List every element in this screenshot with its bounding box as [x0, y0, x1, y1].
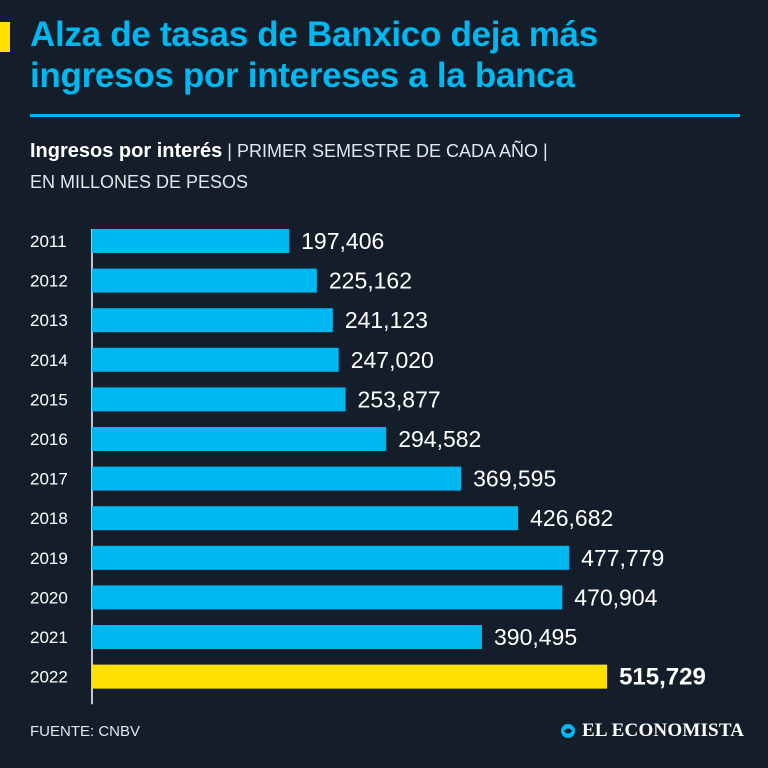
tick-label-2011: 2011: [30, 232, 67, 251]
bar-2020: [92, 585, 563, 610]
tick-label-2015: 2015: [30, 390, 68, 409]
value-label-2021: 390,495: [494, 624, 577, 650]
bar-2011: [92, 229, 290, 253]
bar-2013: [92, 308, 333, 333]
value-label-2013: 241,123: [345, 307, 428, 333]
bar-2021: [92, 625, 482, 649]
brand-logo: EL ECONOMISTA: [560, 720, 744, 742]
tick-label-2022: 2022: [30, 668, 68, 687]
value-label-2012: 225,162: [329, 268, 412, 294]
tick-label-2013: 2013: [30, 311, 68, 330]
subtitle-bold: Ingresos por interés: [30, 140, 223, 162]
tick-label-2021: 2021: [30, 628, 68, 647]
bar-2017: [92, 466, 462, 491]
bar-2018: [92, 506, 519, 531]
value-label-2016: 294,582: [398, 426, 481, 452]
bar-2015: [92, 387, 346, 412]
value-label-2020: 470,904: [574, 584, 657, 610]
brand-icon: [561, 724, 575, 738]
source-note: FUENTE: CNBV: [30, 723, 141, 740]
value-label-2019: 477,779: [581, 545, 664, 571]
bar-2016: [92, 427, 387, 451]
value-label-2011: 197,406: [301, 228, 384, 254]
value-label-2015: 253,877: [358, 386, 441, 412]
brand-name: EL ECONOMISTA: [582, 720, 745, 741]
bar-2012: [92, 268, 317, 293]
bar-2019: [92, 545, 570, 570]
value-label-2017: 369,595: [473, 466, 556, 492]
tick-label-2014: 2014: [30, 351, 68, 370]
title-divider: [30, 114, 740, 117]
tick-label-2012: 2012: [30, 272, 68, 291]
chart-subtitle: Ingresos por interés | PRIMER SEMESTRE D…: [30, 136, 750, 198]
tick-label-2017: 2017: [30, 470, 68, 489]
subtitle-line1: | PRIMER SEMESTRE DE CADA AÑO |: [222, 141, 548, 161]
page-title: Alza de tasas de Banxico deja más ingres…: [30, 15, 598, 95]
value-label-2022: 515,729: [619, 664, 706, 691]
tick-label-2018: 2018: [30, 509, 68, 528]
tick-label-2019: 2019: [30, 549, 68, 568]
tick-label-2020: 2020: [30, 588, 68, 607]
accent-bar: [0, 22, 10, 52]
value-label-2014: 247,020: [351, 347, 434, 373]
tick-label-2016: 2016: [30, 430, 68, 449]
bar-2022: [92, 664, 608, 689]
value-label-2018: 426,682: [530, 505, 613, 531]
subtitle-line2: EN MILLONES DE PESOS: [30, 172, 249, 192]
bar-2014: [92, 347, 339, 372]
